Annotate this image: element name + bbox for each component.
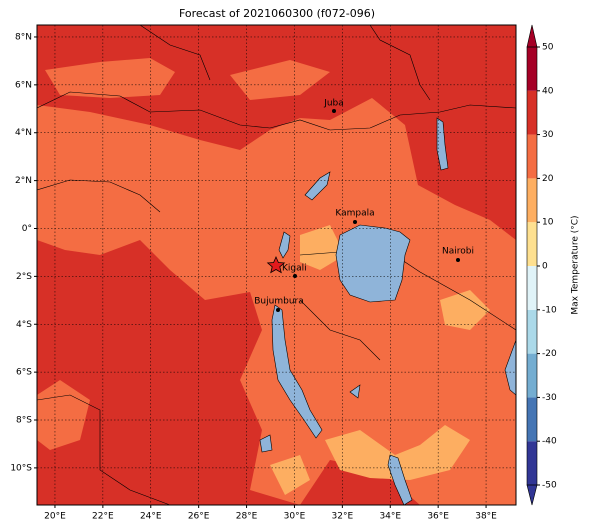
colorbar-band (527, 397, 537, 442)
x-tick-label: 24°E (140, 512, 162, 522)
colorbar-tick-label: -50 (542, 481, 557, 491)
x-tick-label: 36°E (427, 512, 449, 522)
graticule: 20°E 22°E 24°E 26°E 28°E 30°E 32°E 34°E 36°E 38°E… (10, 25, 516, 522)
x-tick-label: 26°E (188, 512, 210, 522)
colorbar-tick-label: 0 (542, 262, 548, 272)
colorbar-tick-label: 50 (542, 43, 554, 53)
mild-region (325, 425, 470, 480)
lake-kivu (278, 231, 291, 259)
coastline (37, 91, 516, 131)
y-tick-label: 8°N (15, 32, 32, 42)
colorbar-band (527, 134, 537, 179)
y-tick-label: 10°S (10, 463, 32, 473)
y-tick-label: 6°N (15, 80, 32, 90)
colorbar-band (527, 441, 537, 485)
colorbar-tick-label: 20 (542, 174, 554, 184)
y-tick-label: 8°S (16, 416, 32, 426)
colorbar-tick-label: 30 (542, 130, 554, 140)
border (37, 394, 171, 505)
colorbar-extend (526, 484, 538, 506)
map-frame (36, 24, 517, 506)
ocean (504, 339, 516, 396)
border (37, 179, 161, 213)
city-dot (456, 258, 460, 262)
y-tick-label: 4°S (16, 320, 32, 330)
city-dot (276, 308, 280, 312)
city-dot (332, 109, 336, 113)
x-tick-label: 30°E (284, 512, 306, 522)
city-label: Juba (323, 99, 344, 109)
lake-victoria (335, 224, 411, 303)
colorbar-tick-label: -10 (542, 305, 557, 315)
colorbar-band (527, 90, 537, 135)
y-tick-label: 4°N (15, 128, 32, 138)
colorbar-extend (526, 24, 538, 48)
colorbar-label: Max Temperature (°C) (571, 215, 581, 314)
map-title: Forecast of 2021060300 (f072-096) (179, 7, 375, 20)
y-tick-label: 2°S (16, 272, 32, 282)
city-label: Bujumbura (254, 297, 303, 307)
colorbar-tick-label: -20 (542, 349, 557, 359)
mild-region (300, 225, 345, 270)
colorbar: -50 -40 -30 -20 -10 0 10 20 30 40 50 (526, 24, 557, 506)
x-tick-label: 32°E (332, 512, 354, 522)
city-label: Kampala (335, 209, 374, 219)
border (299, 251, 516, 331)
colorbar-tick-label: -30 (542, 393, 557, 403)
colorbar-band (527, 266, 537, 310)
warm-region (37, 380, 90, 450)
x-tick-label: 20°E (44, 512, 66, 522)
mild-region (270, 455, 310, 495)
city-dot (293, 274, 297, 278)
lake-tanganyika (271, 304, 323, 439)
border (299, 299, 381, 361)
x-tick-label: 34°E (379, 512, 401, 522)
warm-region (37, 98, 516, 505)
warm-region (45, 58, 175, 98)
warm-region (230, 60, 330, 100)
cities: Juba Kampala Nairobi Kigali Bujumbura (254, 99, 474, 312)
city-dot (353, 220, 357, 224)
y-tick-label: 0° (22, 224, 32, 234)
x-tick-label: 22°E (92, 512, 114, 522)
colorbar-band (527, 222, 537, 266)
colorbar-tick-label: -40 (542, 437, 557, 447)
y-tick-label: 6°S (16, 368, 32, 378)
border (369, 25, 431, 101)
x-tick-label: 38°E (475, 512, 497, 522)
city-label: Nairobi (442, 247, 474, 257)
mild-region (440, 290, 490, 330)
lake-malawi (387, 454, 413, 505)
colorbar-tick-label: 10 (542, 218, 554, 228)
colorbar-band (527, 309, 537, 354)
city-label: Kigali (282, 264, 307, 274)
lake-rukwa (349, 384, 361, 399)
colorbar-tick-label: 40 (542, 86, 554, 96)
x-tick-label: 28°E (236, 512, 258, 522)
colorbar-band (527, 47, 537, 91)
lake-turkana (436, 117, 449, 171)
border (139, 25, 211, 81)
colorbar-band (527, 178, 537, 223)
colorbar-band (527, 353, 537, 398)
y-tick-label: 2°N (15, 176, 32, 186)
map-field (37, 25, 516, 505)
location-star (266, 255, 286, 274)
lake-mweru (259, 434, 273, 453)
